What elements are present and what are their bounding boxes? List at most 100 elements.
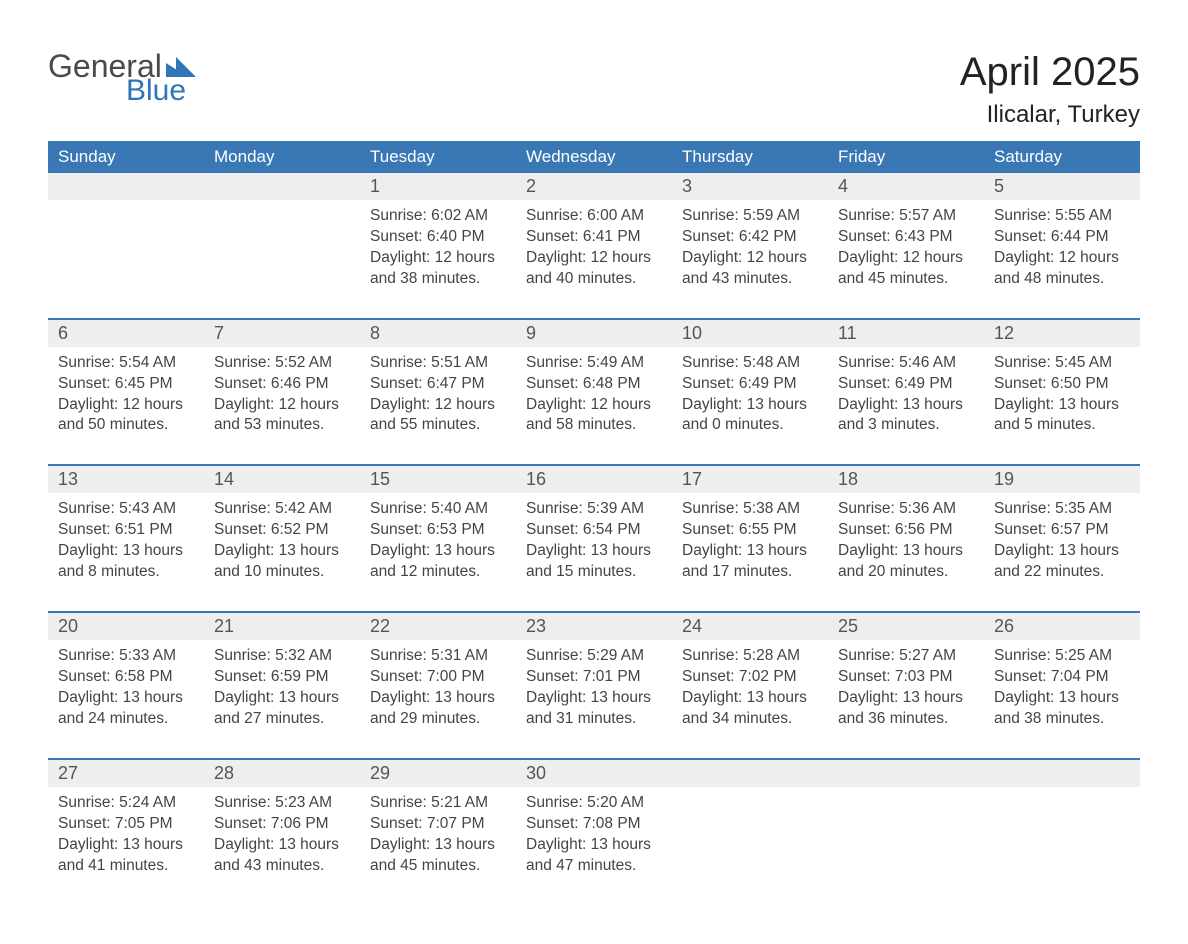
sunset-line: Sunset: 6:49 PM	[682, 374, 818, 395]
sunrise-line: Sunrise: 5:39 AM	[526, 499, 662, 520]
date-number: 6	[48, 320, 204, 347]
sunset-line: Sunset: 7:08 PM	[526, 814, 662, 835]
date-number: 1	[360, 173, 516, 200]
date-number: 24	[672, 613, 828, 640]
calendar-cell: Sunrise: 5:38 AMSunset: 6:55 PMDaylight:…	[672, 493, 828, 611]
calendar-cell: Sunrise: 5:57 AMSunset: 6:43 PMDaylight:…	[828, 200, 984, 318]
sunset-line: Sunset: 6:43 PM	[838, 227, 974, 248]
sunrise-line: Sunrise: 5:32 AM	[214, 646, 350, 667]
sunrise-line: Sunrise: 5:54 AM	[58, 353, 194, 374]
daylight-line: Daylight: 13 hours and 12 minutes.	[370, 541, 506, 583]
sunrise-line: Sunrise: 5:48 AM	[682, 353, 818, 374]
calendar-cell: Sunrise: 5:24 AMSunset: 7:05 PMDaylight:…	[48, 787, 204, 905]
day-header: Monday	[204, 141, 360, 173]
daylight-line: Daylight: 13 hours and 34 minutes.	[682, 688, 818, 730]
calendar-cell	[48, 200, 204, 318]
sunset-line: Sunset: 6:47 PM	[370, 374, 506, 395]
sunrise-line: Sunrise: 5:40 AM	[370, 499, 506, 520]
sunrise-line: Sunrise: 5:29 AM	[526, 646, 662, 667]
date-number: 22	[360, 613, 516, 640]
date-number: 29	[360, 760, 516, 787]
sunset-line: Sunset: 7:04 PM	[994, 667, 1130, 688]
sunrise-line: Sunrise: 5:23 AM	[214, 793, 350, 814]
calendar-cell: Sunrise: 5:33 AMSunset: 6:58 PMDaylight:…	[48, 640, 204, 758]
daylight-line: Daylight: 13 hours and 3 minutes.	[838, 395, 974, 437]
sunset-line: Sunset: 6:56 PM	[838, 520, 974, 541]
sunrise-line: Sunrise: 5:38 AM	[682, 499, 818, 520]
calendar: SundayMondayTuesdayWednesdayThursdayFrid…	[48, 141, 1140, 904]
calendar-cell	[672, 787, 828, 905]
date-number: 15	[360, 466, 516, 493]
date-number-row: 20212223242526	[48, 613, 1140, 640]
sunrise-line: Sunrise: 5:28 AM	[682, 646, 818, 667]
daylight-line: Daylight: 13 hours and 27 minutes.	[214, 688, 350, 730]
sunset-line: Sunset: 6:51 PM	[58, 520, 194, 541]
day-headers-row: SundayMondayTuesdayWednesdayThursdayFrid…	[48, 141, 1140, 173]
sunset-line: Sunset: 6:54 PM	[526, 520, 662, 541]
calendar-cell: Sunrise: 5:51 AMSunset: 6:47 PMDaylight:…	[360, 347, 516, 465]
date-number: 30	[516, 760, 672, 787]
calendar-cell: Sunrise: 6:02 AMSunset: 6:40 PMDaylight:…	[360, 200, 516, 318]
date-number: 7	[204, 320, 360, 347]
sunset-line: Sunset: 7:00 PM	[370, 667, 506, 688]
sunrise-line: Sunrise: 5:33 AM	[58, 646, 194, 667]
date-number: 21	[204, 613, 360, 640]
sunset-line: Sunset: 6:57 PM	[994, 520, 1130, 541]
date-number	[204, 173, 360, 200]
sunset-line: Sunset: 6:41 PM	[526, 227, 662, 248]
weeks-container: 12345Sunrise: 6:02 AMSunset: 6:40 PMDayl…	[48, 173, 1140, 904]
day-header: Saturday	[984, 141, 1140, 173]
date-number: 18	[828, 466, 984, 493]
daylight-line: Daylight: 12 hours and 43 minutes.	[682, 248, 818, 290]
sunset-line: Sunset: 7:07 PM	[370, 814, 506, 835]
date-number	[672, 760, 828, 787]
sunset-line: Sunset: 7:03 PM	[838, 667, 974, 688]
date-number: 28	[204, 760, 360, 787]
sunset-line: Sunset: 6:44 PM	[994, 227, 1130, 248]
daylight-line: Daylight: 13 hours and 41 minutes.	[58, 835, 194, 877]
date-number: 13	[48, 466, 204, 493]
date-number: 19	[984, 466, 1140, 493]
date-number: 2	[516, 173, 672, 200]
calendar-cell: Sunrise: 5:20 AMSunset: 7:08 PMDaylight:…	[516, 787, 672, 905]
daylight-line: Daylight: 12 hours and 38 minutes.	[370, 248, 506, 290]
sunset-line: Sunset: 6:46 PM	[214, 374, 350, 395]
sunrise-line: Sunrise: 5:21 AM	[370, 793, 506, 814]
date-number: 17	[672, 466, 828, 493]
daylight-line: Daylight: 13 hours and 47 minutes.	[526, 835, 662, 877]
date-number	[828, 760, 984, 787]
sunset-line: Sunset: 6:49 PM	[838, 374, 974, 395]
calendar-cell: Sunrise: 5:32 AMSunset: 6:59 PMDaylight:…	[204, 640, 360, 758]
calendar-cell: Sunrise: 5:55 AMSunset: 6:44 PMDaylight:…	[984, 200, 1140, 318]
calendar-week: 12345Sunrise: 6:02 AMSunset: 6:40 PMDayl…	[48, 173, 1140, 318]
sunset-line: Sunset: 7:06 PM	[214, 814, 350, 835]
daylight-line: Daylight: 13 hours and 10 minutes.	[214, 541, 350, 583]
date-number: 16	[516, 466, 672, 493]
sunset-line: Sunset: 7:01 PM	[526, 667, 662, 688]
date-number-row: 13141516171819	[48, 466, 1140, 493]
calendar-cell: Sunrise: 5:59 AMSunset: 6:42 PMDaylight:…	[672, 200, 828, 318]
calendar-cell: Sunrise: 5:21 AMSunset: 7:07 PMDaylight:…	[360, 787, 516, 905]
date-number-row: 6789101112	[48, 320, 1140, 347]
daylight-line: Daylight: 13 hours and 8 minutes.	[58, 541, 194, 583]
date-number: 12	[984, 320, 1140, 347]
day-header: Friday	[828, 141, 984, 173]
daylight-line: Daylight: 12 hours and 45 minutes.	[838, 248, 974, 290]
sunrise-line: Sunrise: 5:35 AM	[994, 499, 1130, 520]
date-number: 4	[828, 173, 984, 200]
sunrise-line: Sunrise: 5:24 AM	[58, 793, 194, 814]
sunset-line: Sunset: 6:55 PM	[682, 520, 818, 541]
calendar-cell: Sunrise: 5:48 AMSunset: 6:49 PMDaylight:…	[672, 347, 828, 465]
calendar-cell: Sunrise: 5:54 AMSunset: 6:45 PMDaylight:…	[48, 347, 204, 465]
calendar-cell	[204, 200, 360, 318]
sunrise-line: Sunrise: 6:02 AM	[370, 206, 506, 227]
sunset-line: Sunset: 6:45 PM	[58, 374, 194, 395]
location-label: Ilicalar, Turkey	[960, 101, 1140, 129]
day-header: Tuesday	[360, 141, 516, 173]
date-number	[984, 760, 1140, 787]
daylight-line: Daylight: 13 hours and 24 minutes.	[58, 688, 194, 730]
calendar-cell: Sunrise: 5:49 AMSunset: 6:48 PMDaylight:…	[516, 347, 672, 465]
daylight-line: Daylight: 13 hours and 15 minutes.	[526, 541, 662, 583]
sunrise-line: Sunrise: 6:00 AM	[526, 206, 662, 227]
day-header: Thursday	[672, 141, 828, 173]
